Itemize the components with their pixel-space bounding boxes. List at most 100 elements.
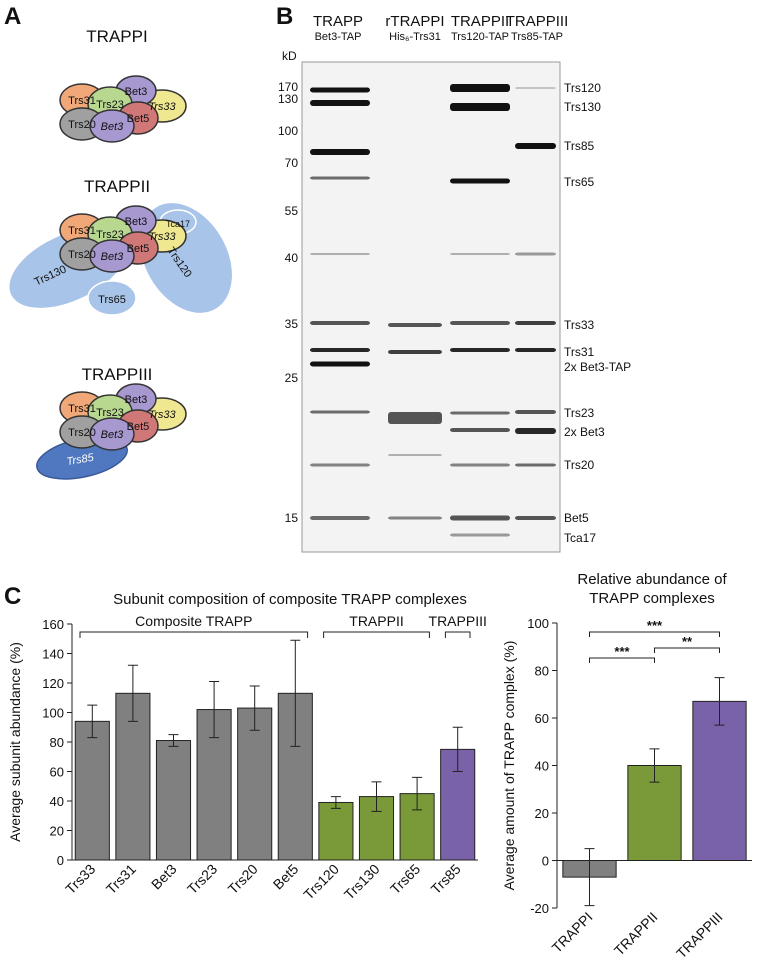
y-tick-label: 60 [535, 711, 549, 726]
y-tick-label: 60 [50, 765, 64, 780]
gel [301, 61, 561, 553]
group-bracket [444, 631, 471, 638]
x-tick-label: Trs20 [225, 861, 261, 897]
marker-label: 70 [285, 156, 299, 170]
error-bar [371, 781, 382, 812]
x-tick-label: Trs23 [184, 861, 220, 897]
x-tick-label: TRAPPII [611, 909, 661, 959]
lane-sub: Bet3-TAP [315, 31, 362, 43]
significance-bracket [589, 631, 720, 637]
gel-band [310, 176, 370, 180]
subunit-label: Trs20 [68, 249, 96, 261]
error-bar [249, 685, 260, 731]
y-tick-label: 40 [50, 794, 64, 809]
x-tick-label: Trs85 [428, 861, 464, 897]
lane-name: TRAPP [313, 13, 363, 30]
gel-band [450, 533, 510, 537]
significance-bracket [589, 657, 655, 663]
y-tick-label: 140 [42, 647, 64, 662]
gel-band [310, 149, 370, 155]
significance-label: *** [614, 644, 630, 659]
error-bar [127, 664, 138, 722]
gel-band [388, 350, 442, 354]
lane-sub: Trs120-TAP [451, 31, 509, 43]
band-label: Trs33 [564, 318, 595, 332]
marker-label: 170 [278, 80, 298, 94]
band-label: Trs31 [564, 345, 595, 359]
bar [155, 740, 192, 861]
group-label: Composite TRAPP [135, 613, 252, 629]
gel-band [450, 411, 510, 415]
y-tick-label: 0 [542, 854, 549, 869]
significance-label: ** [682, 634, 693, 649]
significance-bracket [654, 647, 720, 653]
x-tick-label: Trs130 [341, 861, 383, 903]
subunit-label: Bet5 [127, 243, 150, 255]
subunit-label: Trs23 [96, 407, 124, 419]
band-label: Trs23 [564, 406, 595, 420]
subunit-label: Bet3 [101, 429, 125, 441]
bar [318, 801, 354, 861]
panel-label: B [276, 3, 293, 30]
gel-band [515, 516, 556, 520]
gel-band [515, 410, 556, 414]
band-label: Trs20 [564, 458, 595, 472]
subunit [89, 417, 135, 451]
gel-band [310, 87, 370, 93]
error-bar [330, 796, 341, 809]
x-tick-label: Trs33 [62, 861, 98, 897]
y-tick-label: 80 [535, 664, 549, 679]
gel-band [515, 321, 556, 325]
bar [692, 700, 747, 861]
gel-band [388, 516, 442, 520]
gel-band [310, 516, 370, 520]
y-tick-label: 40 [535, 759, 549, 774]
subunit-label: Tca17 [166, 219, 190, 229]
error-bar [168, 734, 179, 747]
subunit-label: Trs23 [96, 99, 124, 111]
gel-band [388, 412, 442, 424]
x-tick-label: Trs65 [387, 861, 423, 897]
gel-band [450, 253, 510, 255]
subunit-label: Trs33 [148, 409, 176, 421]
y-axis-label: Average amount of TRAPP complex (%) [501, 641, 517, 891]
subunit [89, 239, 135, 273]
gel-band [515, 428, 556, 434]
gel-band [310, 321, 370, 325]
gel-band [310, 100, 370, 106]
gel-band [515, 143, 556, 149]
subunit-label: Bet3 [125, 394, 148, 406]
marker-label: 40 [285, 251, 299, 265]
y-axis-label: Average subunit abundance (%) [7, 642, 23, 842]
subunit-label: Trs20 [68, 427, 96, 439]
gel-band [515, 252, 556, 256]
band-label: 2x Bet3 [564, 425, 605, 439]
error-bar [412, 776, 423, 811]
error-bar [584, 848, 595, 907]
x-tick-label: TRAPPI [549, 909, 596, 956]
panel-label: C [4, 583, 21, 610]
marker-label: 35 [285, 317, 299, 331]
subunit-label: Trs23 [96, 229, 124, 241]
error-bar [714, 677, 725, 726]
subunit-label: Bet3 [101, 121, 125, 133]
band-label: Trs85 [564, 139, 595, 153]
band-label: Tca17 [564, 531, 596, 545]
subunit-label: Trs31 [68, 225, 96, 237]
marker-label: 130 [278, 92, 298, 106]
subunit-label: Bet3 [101, 251, 125, 263]
gel-band [515, 463, 556, 467]
panel-label: A [4, 3, 21, 30]
subunit-label: Trs33 [148, 231, 176, 243]
band-label: Bet5 [564, 511, 589, 525]
band-label: Trs65 [564, 175, 595, 189]
y-tick-label: 0 [57, 853, 64, 868]
error-bar [452, 726, 463, 772]
gel-band [450, 103, 510, 111]
error-bar [209, 681, 220, 739]
y-tick-label: -20 [530, 901, 549, 916]
band-label: 2x Bet3-TAP [564, 360, 631, 374]
marker-label: 25 [285, 371, 299, 385]
lane-name: TRAPPII [451, 13, 509, 30]
